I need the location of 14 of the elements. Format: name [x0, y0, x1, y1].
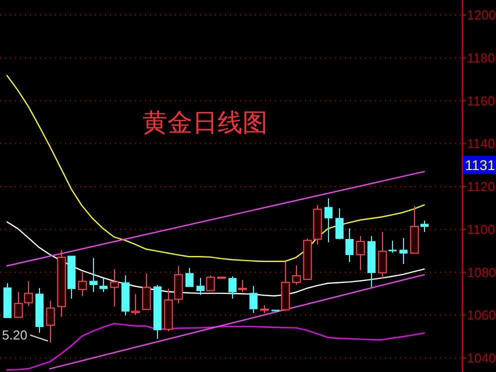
y-tick-label: 1160 [467, 93, 495, 108]
y-tick-label: 1040 [467, 350, 496, 366]
y-tick-label: 1060 [467, 308, 496, 323]
annotation: 1131 [463, 156, 496, 174]
y-tick-label: 1080 [467, 264, 496, 280]
y-tick-label: 1120 [467, 179, 495, 194]
annotation: 5.20 [2, 328, 28, 342]
y-tick-label: 1200 [467, 8, 496, 23]
annotation: 5.20 [2, 328, 48, 342]
line-series [6, 74, 425, 262]
text: 黄金日线图 [142, 109, 268, 137]
y-tick-label: 1100 [467, 222, 495, 237]
y-tick-label: 1140 [467, 136, 495, 152]
y-tick-label: 1180 [467, 50, 495, 66]
